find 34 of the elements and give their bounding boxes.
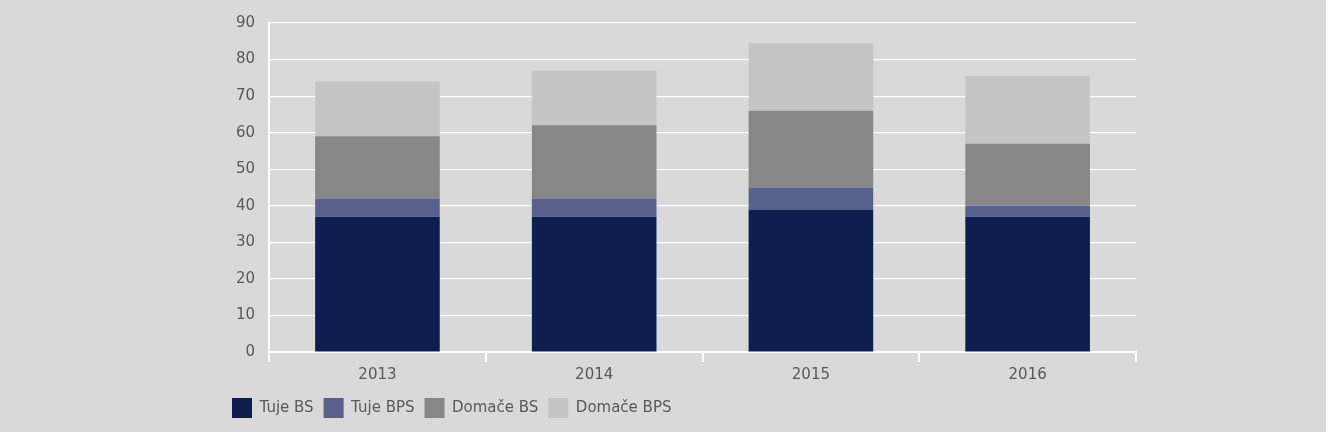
bar (315, 198, 440, 217)
y-tick-label: 30 (235, 232, 256, 251)
x-tick-label: 2014 (575, 364, 614, 383)
legend-label: Domače BPS (575, 397, 672, 416)
legend-label: Tuje BS (258, 397, 314, 416)
legend-label: Domače BS (452, 397, 539, 416)
bar (748, 110, 874, 188)
x-tick-label: 2015 (791, 364, 830, 383)
x-tick-label: 2016 (1008, 364, 1047, 383)
bar (965, 205, 1090, 217)
bar (965, 76, 1090, 144)
y-tick-label: 20 (235, 268, 256, 287)
bar (315, 136, 440, 199)
y-tick-label: 60 (235, 122, 256, 141)
y-tick-label: 70 (235, 86, 256, 104)
bar (965, 143, 1090, 206)
bar (748, 43, 874, 111)
bar (315, 81, 440, 137)
y-tick-label: 40 (235, 195, 256, 214)
bar (531, 216, 657, 352)
bar (965, 216, 1090, 352)
bar (315, 216, 440, 352)
y-tick-label: 90 (235, 12, 256, 31)
y-tick-label: 80 (235, 49, 256, 68)
legend-label: Tuje BPS (350, 397, 415, 416)
y-tick-label: 10 (235, 305, 256, 324)
bar (748, 209, 874, 352)
bar (748, 187, 874, 210)
y-tick-label: 50 (235, 159, 256, 178)
bar (531, 70, 657, 126)
bar (531, 198, 657, 217)
y-tick-label: 0 (245, 341, 256, 360)
bar (531, 125, 657, 199)
x-tick-label: 2013 (358, 364, 397, 383)
